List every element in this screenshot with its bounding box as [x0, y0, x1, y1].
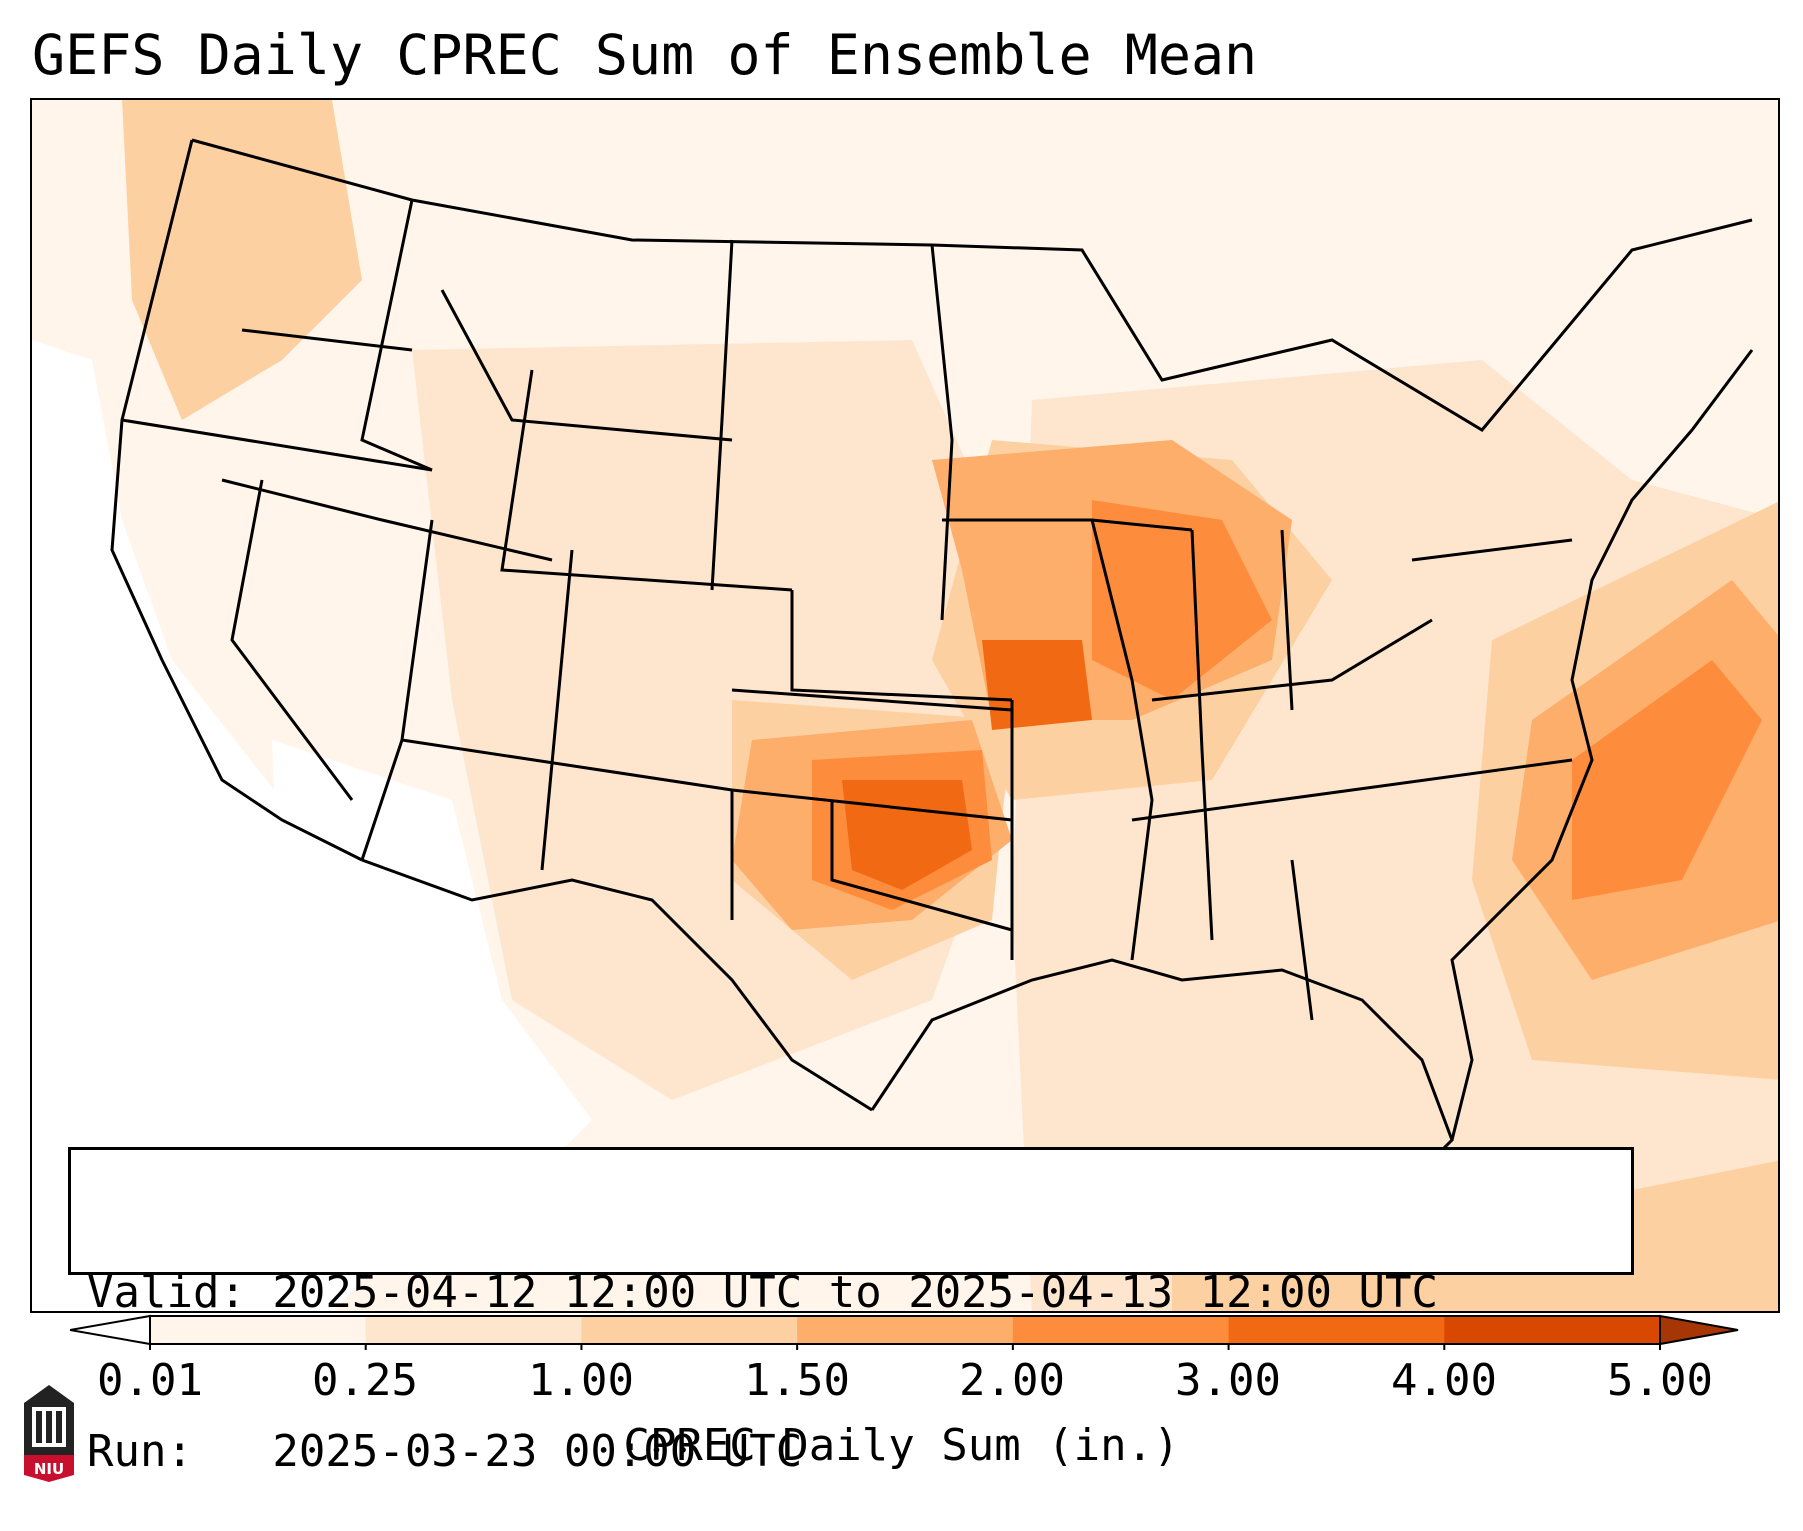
us-mexico-border	[361, 858, 873, 1112]
state-line-8	[221, 478, 553, 562]
west-coast	[110, 139, 363, 862]
map-canvas	[32, 100, 1778, 1311]
map-title: GEFS Daily CPREC Sum of Ensemble Mean	[32, 23, 1258, 87]
state-line-12	[540, 549, 574, 871]
state-line-23	[1290, 859, 1314, 1021]
colorbar-label: CPREC Daily Sum (in.)	[623, 1420, 1180, 1471]
tick-label: 1.00	[528, 1355, 634, 1406]
tick-label: 4.00	[1391, 1355, 1497, 1406]
state-line-4	[440, 289, 733, 442]
state-line-13	[790, 590, 1013, 702]
state-line-20	[1190, 529, 1214, 941]
state-line-5	[500, 369, 793, 592]
dark-orange-area-oklahoma	[842, 780, 972, 890]
colorbar-segment	[797, 1316, 1014, 1344]
state-line-22	[1131, 758, 1573, 822]
colorbar-segment	[150, 1316, 367, 1344]
state-line-25	[1151, 618, 1433, 702]
state-line-16	[830, 800, 1013, 932]
colorbar-segment	[1228, 1316, 1445, 1344]
state-line-1	[121, 418, 433, 472]
colorbar-segments	[150, 1316, 1661, 1344]
tick-label: 0.25	[312, 1355, 418, 1406]
state-line-14	[731, 688, 1013, 712]
colorbar-segment	[581, 1316, 798, 1344]
run-time-text: Run: 2025-03-23 00:00 UTC	[87, 1426, 803, 1477]
state-line-6	[710, 239, 734, 591]
colorbar	[70, 1314, 1739, 1350]
tick-label: 1.50	[744, 1355, 850, 1406]
state-line-2	[241, 328, 413, 352]
niu-building-logo: NIU	[24, 1385, 74, 1482]
colorbar-segment	[365, 1316, 582, 1344]
us-canada-border	[191, 138, 1753, 432]
logo-text: NIU	[34, 1460, 64, 1478]
dark-orange-area-missouri	[982, 640, 1092, 730]
colorbar-tick-labels: 0.01 0.25 1.00 1.50 2.00 3.00 4.00 5.00	[0, 1355, 1803, 1415]
state-line-24	[1411, 538, 1573, 562]
colorbar-segment	[1012, 1316, 1230, 1344]
boundaries	[110, 138, 1754, 1162]
precipitation-map	[30, 98, 1780, 1313]
dry-area-southwest	[272, 740, 592, 1250]
state-line-3	[360, 199, 433, 472]
state-line-9	[230, 479, 354, 801]
valid-run-box: Valid: 2025-04-12 12:00 UTC to 2025-04-1…	[68, 1147, 1634, 1477]
state-line-21	[1280, 529, 1294, 711]
colorbar-segment	[1444, 1316, 1661, 1344]
tick-label: 2.00	[959, 1355, 1065, 1406]
colorbar-outline	[149, 1315, 1661, 1345]
gulf-coast	[870, 958, 1454, 1162]
tick-label: 5.00	[1607, 1355, 1713, 1406]
tick-label: 0.01	[97, 1355, 203, 1406]
tick-label: 3.00	[1175, 1355, 1281, 1406]
colorbar-extend-high	[1659, 1314, 1739, 1346]
colorbar-ticks	[149, 1344, 1661, 1350]
state-line-19	[1090, 519, 1154, 961]
deep-orange-area-atlantic	[1572, 660, 1762, 900]
state-line-7	[930, 244, 954, 621]
valid-time-text: Valid: 2025-04-12 12:00 UTC to 2025-04-1…	[87, 1267, 1439, 1318]
colorbar-extend-low	[70, 1314, 151, 1346]
east-coast	[1450, 349, 1754, 1141]
deep-orange-area-illinois	[1092, 500, 1272, 700]
